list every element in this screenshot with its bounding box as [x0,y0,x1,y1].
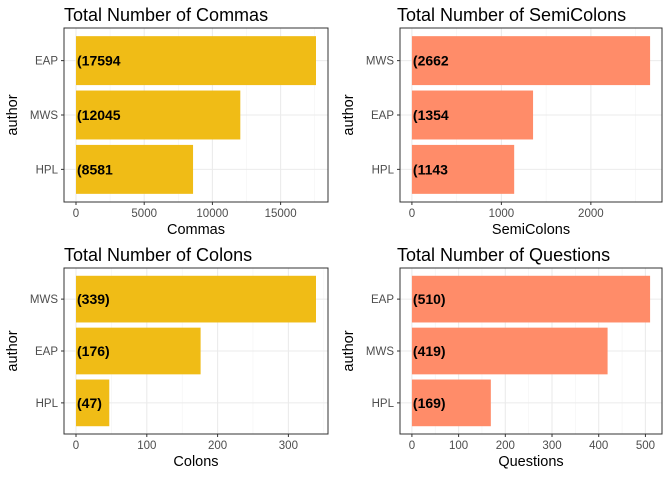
bar-value-label: (17594 [77,53,121,69]
bar-value-label: (1354 [413,107,449,123]
bar [411,379,491,427]
y-tick-label: HPL [36,164,59,176]
x-tick-label: 200 [496,440,515,452]
bar-value-label: (8581 [77,161,113,177]
x-tick-label: 0 [409,440,415,452]
x-tick-label: 2000 [578,208,604,220]
bar [411,90,534,140]
x-tick-label: 15000 [265,208,297,220]
bar [411,327,608,375]
bar-value-label: (339) [77,291,110,307]
y-tick-label: EAP [371,110,394,122]
x-tick-label: 300 [542,440,561,452]
x-tick-label: 500 [636,440,655,452]
x-tick-label: 400 [589,440,608,452]
x-axis-title: Questions [498,454,563,470]
x-tick-label: 5000 [131,208,157,220]
y-axis-title: author [341,94,357,135]
bar [411,36,651,86]
chart-title: Total Number of Commas [64,5,268,25]
chart-title: Total Number of Colons [64,245,252,265]
y-axis-title: author [341,330,357,371]
x-tick-label: 200 [208,440,227,452]
y-tick-label: MWS [366,56,394,68]
x-tick-label: 0 [73,208,79,220]
y-tick-label: MWS [30,110,58,122]
x-tick-label: 0 [409,208,415,220]
bar-value-label: (510) [413,291,446,307]
bar [76,36,316,86]
chart-panel-4: (510) (419) (169) EAP MWS HPL 0 100 200 300 400 500… [341,245,663,470]
bar [411,275,651,323]
bar [411,144,515,194]
y-tick-label: EAP [35,346,58,358]
y-axis-title: author [5,330,21,371]
chart-title: Total Number of Questions [397,245,610,265]
x-axis-title: SemiColons [492,222,570,238]
y-tick-label: EAP [35,56,58,68]
bar-value-label: (169) [413,395,446,411]
y-tick-label: EAP [371,294,394,306]
bar [76,90,241,140]
bar [76,379,110,427]
bar-value-label: (47) [77,395,102,411]
bar [76,144,194,194]
x-tick-label: 10000 [196,208,228,220]
bar-value-label: (176) [77,343,110,359]
chart-title: Total Number of SemiColons [397,5,626,25]
x-tick-label: 0 [73,440,79,452]
bar-value-label: (12045 [77,107,121,123]
chart-panel-3: (339) (176) (47) MWS EAP HPL 0 100 200 300 Colons a… [5,245,329,470]
chart-panel-1: (17594 (12045 (8581 EAP MWS HPL 0 5000 10000 1500… [5,5,329,238]
y-tick-label: HPL [372,398,395,410]
bar-value-label: (2662 [413,53,449,69]
x-axis-title: Colons [173,454,218,470]
x-tick-label: 1000 [489,208,515,220]
bar-value-label: (1143 [413,161,448,177]
y-axis-title: author [5,94,21,135]
y-tick-label: MWS [30,294,58,306]
x-tick-label: 100 [449,440,468,452]
x-tick-label: 100 [137,440,156,452]
bar [76,327,201,375]
bar [76,275,316,323]
y-tick-label: HPL [36,398,59,410]
chart-panel-2: (2662 (1354 (1143 MWS EAP HPL 0 1000 2000 SemiCol… [341,5,663,238]
x-tick-label: 300 [279,440,298,452]
x-axis-title: Commas [167,222,225,238]
y-tick-label: HPL [372,164,395,176]
bar-value-label: (419) [413,343,446,359]
y-tick-label: MWS [366,346,394,358]
